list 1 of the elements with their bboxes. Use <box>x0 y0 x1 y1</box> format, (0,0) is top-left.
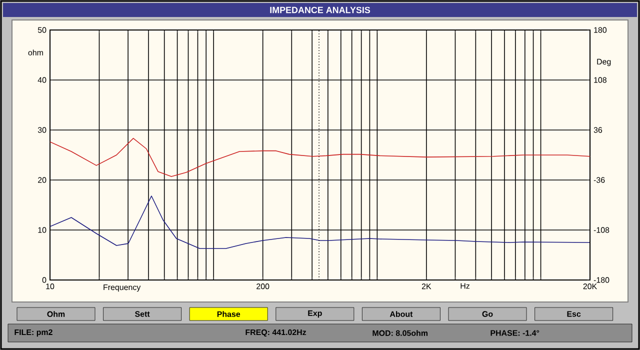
chart-title: IMPEDANCE ANALYSIS <box>270 6 370 14</box>
